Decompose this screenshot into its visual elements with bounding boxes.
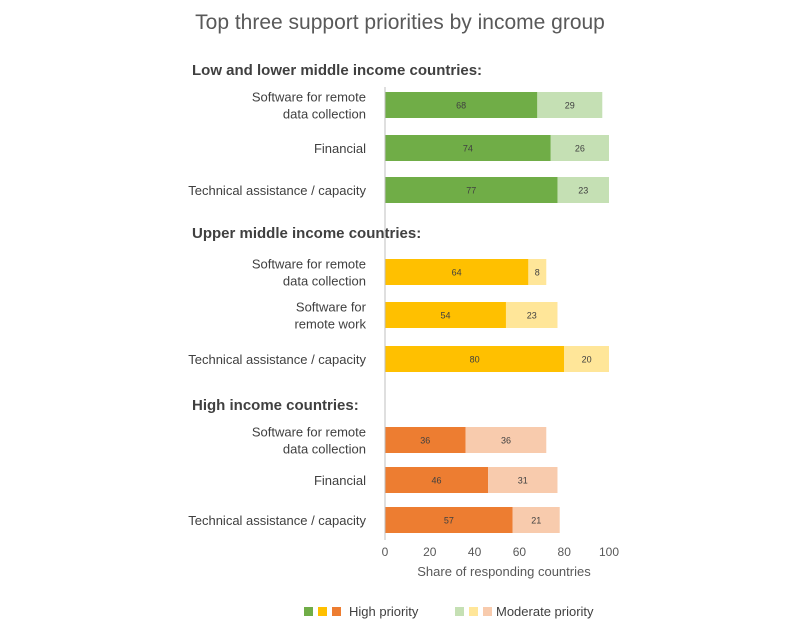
legend-swatch bbox=[455, 607, 464, 616]
legend: High priority Moderate priority bbox=[304, 604, 594, 619]
x-tick-label: 60 bbox=[513, 545, 527, 559]
legend-swatch bbox=[483, 607, 492, 616]
data-label-high: 68 bbox=[456, 101, 466, 111]
x-tick-label: 0 bbox=[382, 545, 389, 559]
bar-high-priority bbox=[385, 427, 466, 453]
data-label-moderate: 26 bbox=[575, 144, 585, 154]
x-tick-label: 80 bbox=[558, 545, 572, 559]
data-label-high: 57 bbox=[444, 516, 454, 526]
bar-high-priority bbox=[385, 467, 489, 493]
data-label-moderate: 8 bbox=[535, 268, 540, 278]
data-label-high: 77 bbox=[466, 186, 476, 196]
category-label: Financial bbox=[314, 473, 366, 488]
category-label: remote work bbox=[294, 317, 366, 332]
category-label: Software for bbox=[296, 300, 367, 315]
legend-swatch bbox=[469, 607, 478, 616]
x-tick-label: 40 bbox=[468, 545, 482, 559]
category-label: Financial bbox=[314, 141, 366, 156]
data-label-high: 74 bbox=[463, 144, 473, 154]
bar-moderate-priority bbox=[537, 92, 603, 118]
bar-high-priority bbox=[385, 302, 506, 328]
group-heading: High income countries: bbox=[192, 397, 359, 414]
category-label: data collection bbox=[283, 107, 366, 122]
x-tick-label: 100 bbox=[599, 545, 619, 559]
category-label: Software for remote bbox=[252, 90, 366, 105]
data-label-moderate: 29 bbox=[565, 101, 575, 111]
bar-moderate-priority bbox=[465, 427, 547, 453]
chart-title: Top three support priorities by income g… bbox=[195, 11, 605, 34]
legend-label: Moderate priority bbox=[496, 604, 594, 619]
data-label-high: 64 bbox=[452, 268, 462, 278]
legend-swatch bbox=[304, 607, 313, 616]
bar-moderate-priority bbox=[505, 302, 558, 328]
data-label-moderate: 23 bbox=[527, 311, 537, 321]
bar-moderate-priority bbox=[564, 346, 609, 372]
bar-moderate-priority bbox=[550, 135, 609, 161]
bar-high-priority bbox=[385, 92, 538, 118]
bars-layer: Low and lower middle income countries: 68… bbox=[188, 62, 609, 533]
data-label-moderate: 20 bbox=[582, 355, 592, 365]
bar-moderate-priority bbox=[512, 507, 560, 533]
data-label-moderate: 21 bbox=[531, 516, 541, 526]
category-label: Technical assistance / capacity bbox=[188, 352, 366, 367]
data-label-high: 36 bbox=[420, 436, 430, 446]
category-label: Technical assistance / capacity bbox=[188, 513, 366, 528]
category-label: data collection bbox=[283, 274, 366, 289]
x-axis: 0 20 40 60 80 100 bbox=[382, 87, 619, 559]
bar-high-priority bbox=[385, 507, 513, 533]
bar-high-priority bbox=[385, 177, 558, 203]
x-axis-title: Share of responding countries bbox=[417, 564, 591, 579]
legend-swatch bbox=[318, 607, 327, 616]
data-label-moderate: 31 bbox=[518, 476, 528, 486]
data-label-moderate: 23 bbox=[578, 186, 588, 196]
category-label: Technical assistance / capacity bbox=[188, 183, 366, 198]
category-label: data collection bbox=[283, 442, 366, 457]
data-label-high: 80 bbox=[470, 355, 480, 365]
bar-moderate-priority bbox=[528, 259, 547, 285]
data-label-high: 46 bbox=[432, 476, 442, 486]
bar-high-priority bbox=[385, 135, 551, 161]
group-heading: Upper middle income countries: bbox=[192, 225, 421, 242]
bar-moderate-priority bbox=[488, 467, 558, 493]
legend-label: High priority bbox=[349, 604, 419, 619]
category-label: Software for remote bbox=[252, 257, 366, 272]
data-label-moderate: 36 bbox=[501, 436, 511, 446]
category-label: Software for remote bbox=[252, 425, 366, 440]
bar-high-priority bbox=[385, 259, 529, 285]
data-label-high: 54 bbox=[440, 311, 450, 321]
x-tick-label: 20 bbox=[423, 545, 437, 559]
group-heading: Low and lower middle income countries: bbox=[192, 62, 482, 79]
bar-high-priority bbox=[385, 346, 565, 372]
legend-swatch bbox=[332, 607, 341, 616]
bar-moderate-priority bbox=[557, 177, 609, 203]
